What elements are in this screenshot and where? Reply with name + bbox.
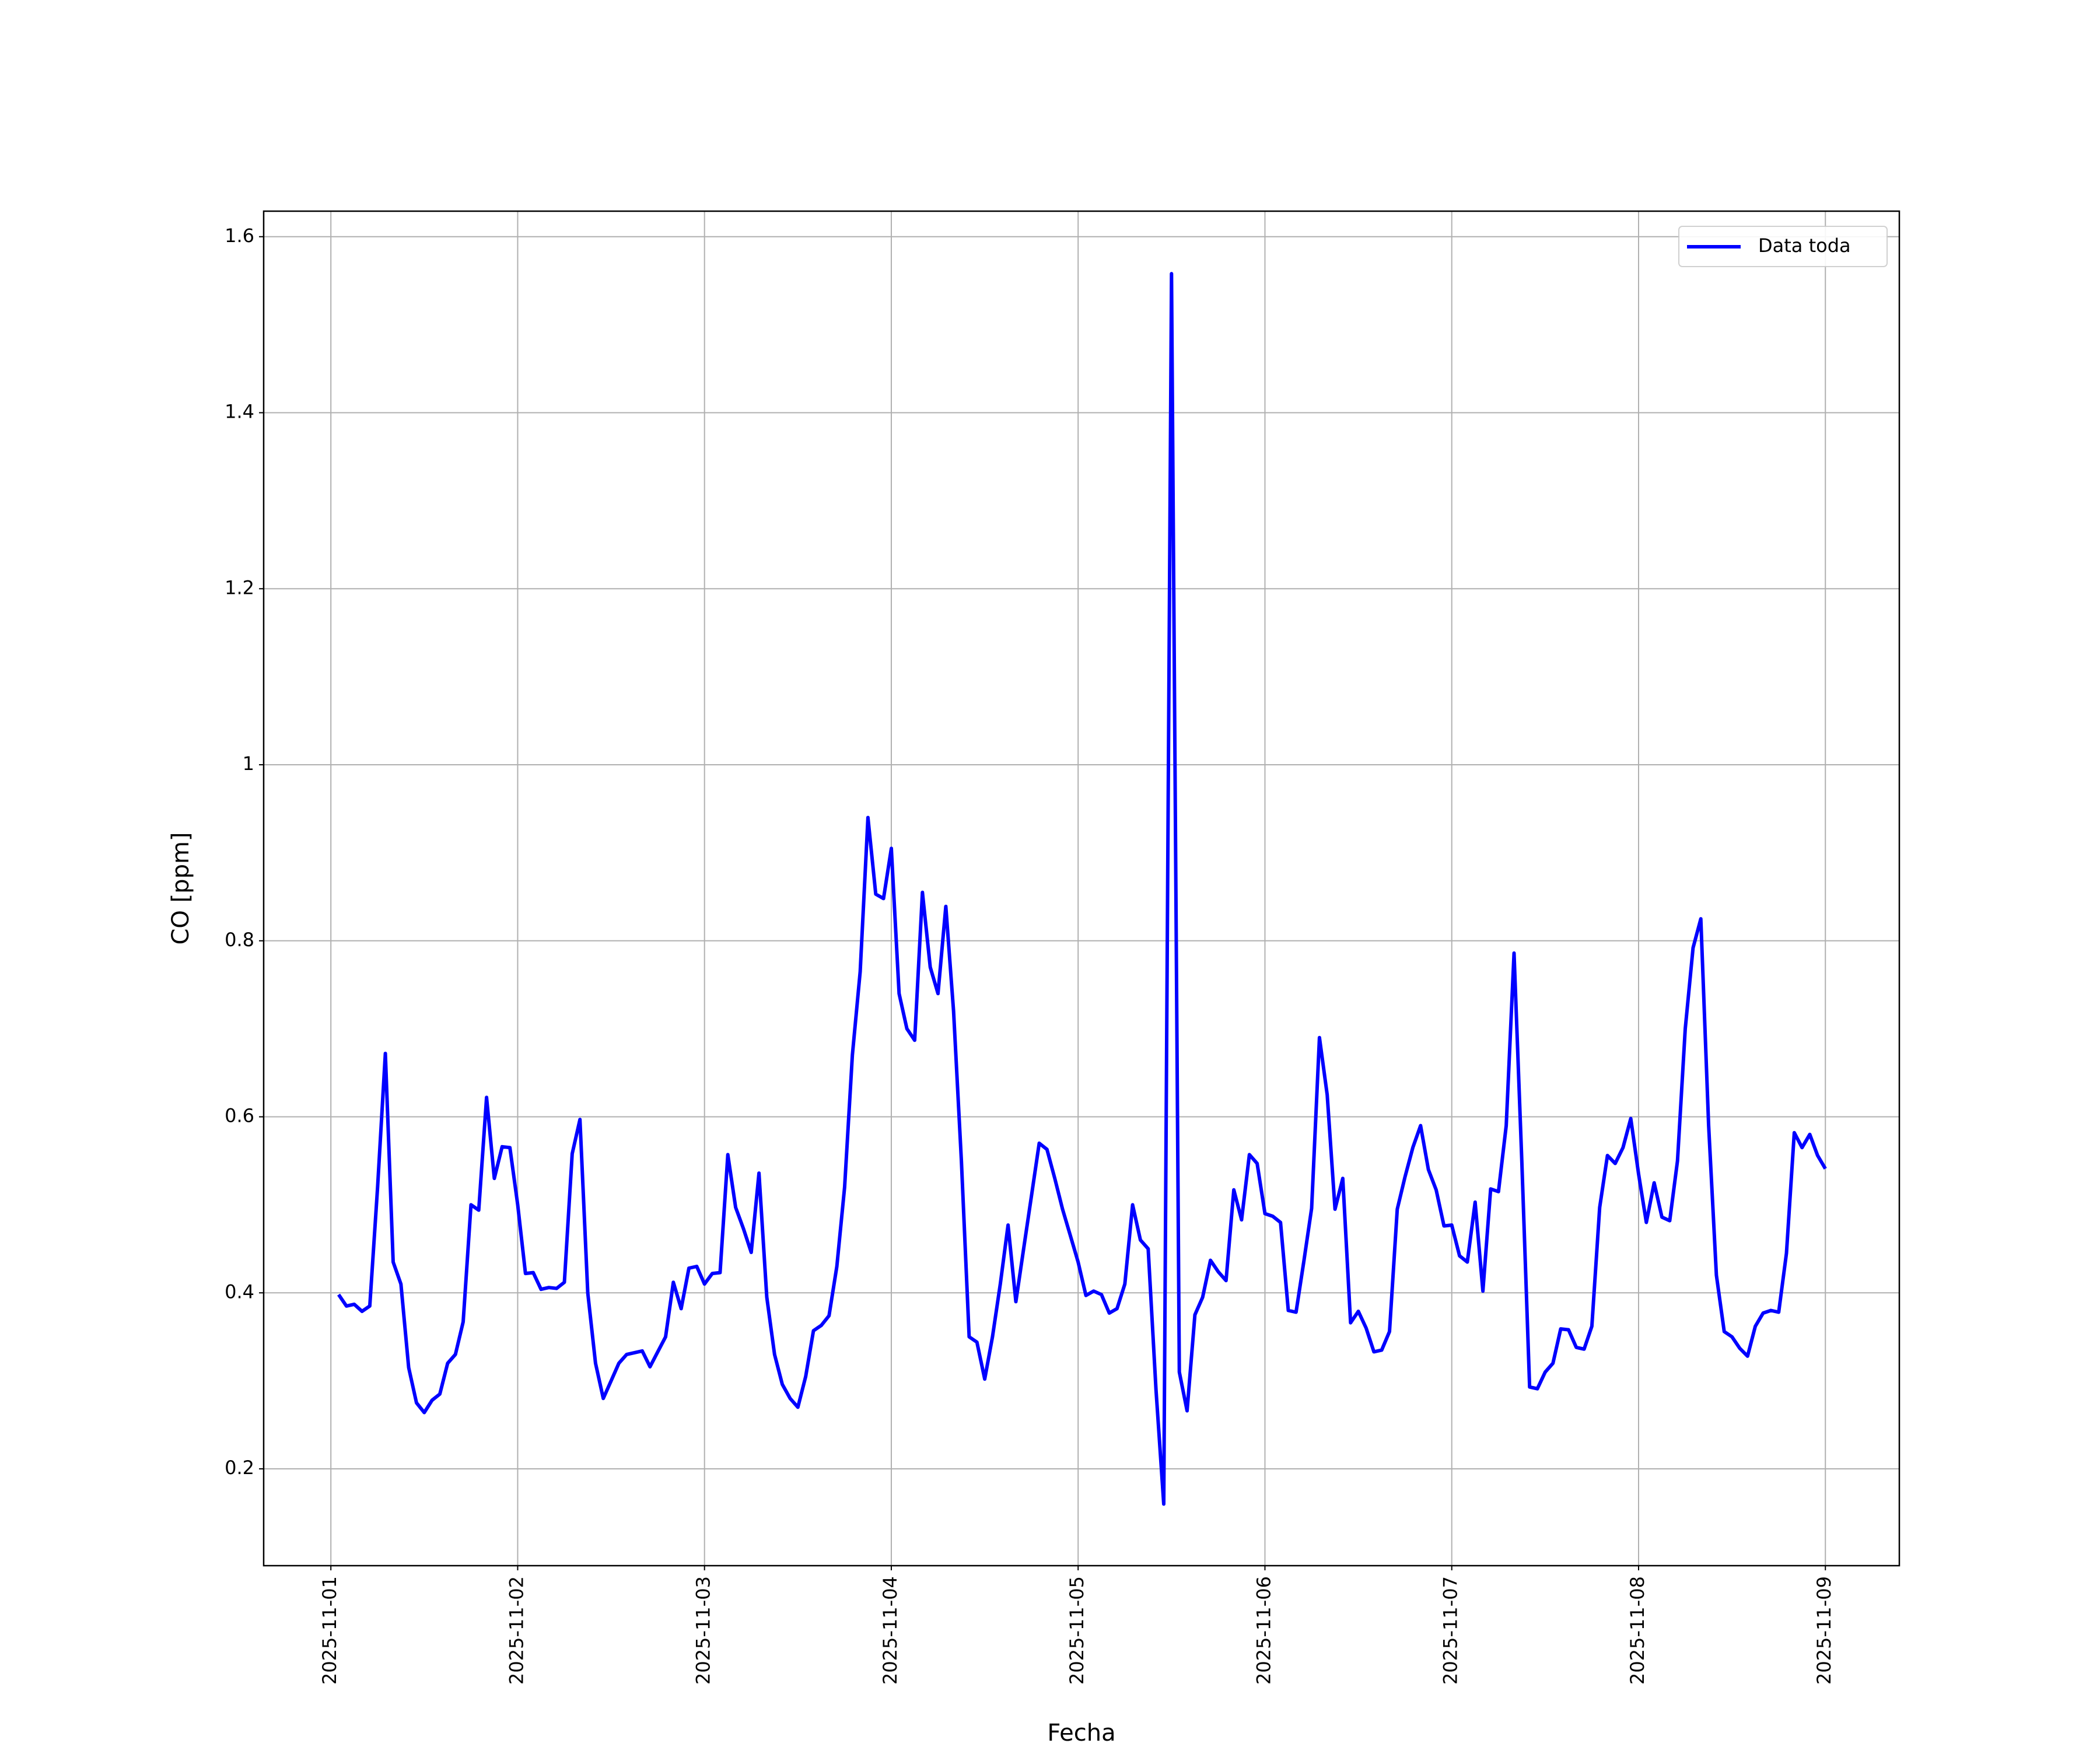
y-tick-label: 0.6: [225, 1105, 254, 1127]
y-tick-label: 1.6: [225, 225, 254, 247]
y-tick-label: 0.8: [225, 929, 254, 951]
x-tick-label: 2025-11-05: [1066, 1576, 1088, 1685]
x-tick-label: 2025-11-03: [692, 1576, 715, 1685]
y-tick-label: 1.4: [225, 401, 254, 423]
x-tick-label: 2025-11-06: [1252, 1576, 1275, 1685]
y-tick-label: 0.4: [225, 1280, 254, 1303]
x-tick-label: 2025-11-04: [879, 1576, 901, 1685]
x-tick-label: 2025-11-08: [1626, 1576, 1648, 1685]
x-axis-label: Fecha: [1047, 1720, 1115, 1746]
x-tick-label: 2025-11-01: [318, 1576, 341, 1685]
y-tick-label: 1.2: [225, 576, 254, 598]
legend-box: [1678, 226, 1888, 267]
legend: Data toda: [1678, 226, 1888, 267]
y-axis-label: CO [ppm]: [167, 832, 194, 944]
data-line: [337, 272, 1827, 1506]
y-tick-label: 0.2: [225, 1457, 254, 1479]
x-tick-label: 2025-11-07: [1440, 1576, 1462, 1685]
x-tick-label: 2025-11-09: [1813, 1576, 1835, 1685]
x-tick-label: 2025-11-02: [505, 1576, 527, 1685]
legend-label: Data toda: [1758, 235, 1851, 257]
y-tick-label: 1: [243, 752, 254, 775]
plot-frame: [262, 210, 1901, 1567]
